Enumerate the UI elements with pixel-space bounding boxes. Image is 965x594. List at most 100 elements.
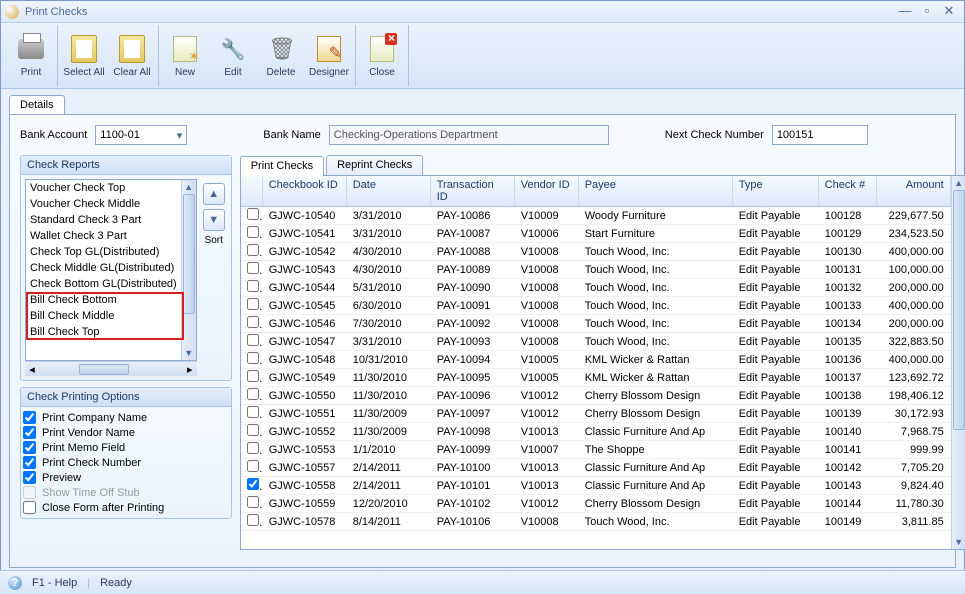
- close-tool-button[interactable]: Close: [358, 25, 406, 86]
- row-check-cell[interactable]: [241, 424, 263, 439]
- table-row[interactable]: GJWC-105531/1/2010PAY-10099V10007The Sho…: [241, 441, 951, 459]
- report-item[interactable]: Bill Check Top: [26, 324, 181, 340]
- table-row[interactable]: GJWC-105572/14/2011PAY-10100V10013Classi…: [241, 459, 951, 477]
- table-row[interactable]: GJWC-105403/31/2010PAY-10086V10009Woody …: [241, 207, 951, 225]
- table-row[interactable]: GJWC-105582/14/2011PAY-10101V10013Classi…: [241, 477, 951, 495]
- row-checkbox[interactable]: [247, 370, 259, 382]
- report-item[interactable]: Bill Check Bottom: [26, 292, 181, 308]
- col-type[interactable]: Type: [733, 176, 819, 206]
- row-check-cell[interactable]: [241, 334, 263, 349]
- row-check-cell[interactable]: [241, 370, 263, 385]
- option-row[interactable]: Print Company Name: [23, 411, 229, 424]
- option-row[interactable]: Preview: [23, 471, 229, 484]
- table-row[interactable]: GJWC-1054810/31/2010PAY-10094V10005KML W…: [241, 351, 951, 369]
- scroll-down-icon[interactable]: ▼: [182, 346, 196, 360]
- col-date[interactable]: Date: [347, 176, 431, 206]
- row-checkbox[interactable]: [247, 406, 259, 418]
- row-checkbox[interactable]: [247, 442, 259, 454]
- hscroll-thumb[interactable]: [79, 364, 129, 375]
- scroll-right-icon[interactable]: ▸: [183, 363, 197, 376]
- row-checkbox[interactable]: [247, 244, 259, 256]
- row-check-cell[interactable]: [241, 298, 263, 313]
- help-text[interactable]: F1 - Help: [32, 577, 77, 589]
- row-checkbox[interactable]: [247, 280, 259, 292]
- tab-reprint-checks[interactable]: Reprint Checks: [326, 155, 423, 175]
- row-checkbox[interactable]: [247, 388, 259, 400]
- table-row[interactable]: GJWC-1055211/30/2009PAY-10098V10013Class…: [241, 423, 951, 441]
- row-checkbox[interactable]: [247, 208, 259, 220]
- table-row[interactable]: GJWC-1054911/30/2010PAY-10095V10005KML W…: [241, 369, 951, 387]
- row-check-cell[interactable]: [241, 352, 263, 367]
- option-row[interactable]: Print Memo Field: [23, 441, 229, 454]
- row-check-cell[interactable]: [241, 496, 263, 511]
- table-row[interactable]: GJWC-105473/31/2010PAY-10093V10008Touch …: [241, 333, 951, 351]
- option-row[interactable]: Close Form after Printing: [23, 501, 229, 514]
- bank-account-select[interactable]: 1100-01 ▾: [95, 125, 187, 145]
- table-row[interactable]: GJWC-105467/30/2010PAY-10092V10008Touch …: [241, 315, 951, 333]
- col-checkbook[interactable]: Checkbook ID: [263, 176, 347, 206]
- row-check-cell[interactable]: [241, 514, 263, 529]
- row-checkbox[interactable]: [247, 514, 259, 526]
- reports-hscroll[interactable]: ◂ ▸: [25, 361, 197, 376]
- reports-vscroll[interactable]: ▲ ▼: [181, 180, 196, 360]
- row-checkbox[interactable]: [247, 496, 259, 508]
- row-check-cell[interactable]: [241, 478, 263, 493]
- row-checkbox[interactable]: [247, 460, 259, 472]
- scroll-thumb[interactable]: [183, 194, 195, 314]
- option-checkbox[interactable]: [23, 471, 36, 484]
- grid-body[interactable]: GJWC-105403/31/2010PAY-10086V10009Woody …: [241, 207, 951, 549]
- table-row[interactable]: GJWC-105434/30/2010PAY-10089V10008Touch …: [241, 261, 951, 279]
- scroll-down-icon[interactable]: ▼: [952, 535, 965, 549]
- option-row[interactable]: Print Check Number: [23, 456, 229, 469]
- select-all-button[interactable]: Select All: [60, 25, 108, 86]
- tab-print-checks[interactable]: Print Checks: [240, 156, 324, 176]
- row-checkbox[interactable]: [247, 352, 259, 364]
- option-checkbox[interactable]: [23, 426, 36, 439]
- table-row[interactable]: GJWC-105445/31/2010PAY-10090V10008Touch …: [241, 279, 951, 297]
- delete-button[interactable]: Delete: [257, 25, 305, 86]
- report-item[interactable]: Check Top GL(Distributed): [26, 244, 181, 260]
- sort-down-button[interactable]: ▼: [203, 209, 225, 231]
- table-row[interactable]: GJWC-1055111/30/2009PAY-10097V10012Cherr…: [241, 405, 951, 423]
- report-item[interactable]: Standard Check 3 Part: [26, 212, 181, 228]
- row-checkbox[interactable]: [247, 262, 259, 274]
- report-item[interactable]: Check Bottom GL(Distributed): [26, 276, 181, 292]
- row-check-cell[interactable]: [241, 280, 263, 295]
- col-amount[interactable]: Amount: [877, 176, 951, 206]
- col-checkbox[interactable]: [241, 176, 263, 206]
- report-item[interactable]: Wallet Check 3 Part: [26, 228, 181, 244]
- report-item[interactable]: Check Middle GL(Distributed): [26, 260, 181, 276]
- option-checkbox[interactable]: [23, 441, 36, 454]
- option-row[interactable]: Print Vendor Name: [23, 426, 229, 439]
- row-checkbox[interactable]: [247, 298, 259, 310]
- table-row[interactable]: GJWC-1055011/30/2010PAY-10096V10012Cherr…: [241, 387, 951, 405]
- table-row[interactable]: GJWC-105788/14/2011PAY-10106V10008Touch …: [241, 513, 951, 531]
- next-check-field[interactable]: 100151: [772, 125, 868, 145]
- col-payee[interactable]: Payee: [579, 176, 733, 206]
- scroll-left-icon[interactable]: ◂: [25, 363, 39, 376]
- row-check-cell[interactable]: [241, 244, 263, 259]
- scroll-up-icon[interactable]: ▲: [952, 176, 965, 190]
- scroll-thumb[interactable]: [953, 190, 965, 430]
- col-checknum[interactable]: Check #: [819, 176, 877, 206]
- row-checkbox[interactable]: [247, 316, 259, 328]
- row-check-cell[interactable]: [241, 208, 263, 223]
- option-checkbox[interactable]: [23, 456, 36, 469]
- table-row[interactable]: GJWC-1055912/20/2010PAY-10102V10012Cherr…: [241, 495, 951, 513]
- row-checkbox[interactable]: [247, 478, 259, 490]
- row-check-cell[interactable]: [241, 226, 263, 241]
- option-checkbox[interactable]: [23, 501, 36, 514]
- row-check-cell[interactable]: [241, 442, 263, 457]
- col-vendor[interactable]: Vendor ID: [515, 176, 579, 206]
- report-item[interactable]: Bill Check Middle: [26, 308, 181, 324]
- row-check-cell[interactable]: [241, 316, 263, 331]
- table-row[interactable]: GJWC-105424/30/2010PAY-10088V10008Touch …: [241, 243, 951, 261]
- row-checkbox[interactable]: [247, 226, 259, 238]
- col-transaction[interactable]: Transaction ID: [431, 176, 515, 206]
- row-check-cell[interactable]: [241, 460, 263, 475]
- table-row[interactable]: GJWC-105456/30/2010PAY-10091V10008Touch …: [241, 297, 951, 315]
- print-button[interactable]: Print: [7, 25, 55, 86]
- row-checkbox[interactable]: [247, 424, 259, 436]
- designer-button[interactable]: Designer: [305, 25, 353, 86]
- table-row[interactable]: GJWC-105413/31/2010PAY-10087V10006Start …: [241, 225, 951, 243]
